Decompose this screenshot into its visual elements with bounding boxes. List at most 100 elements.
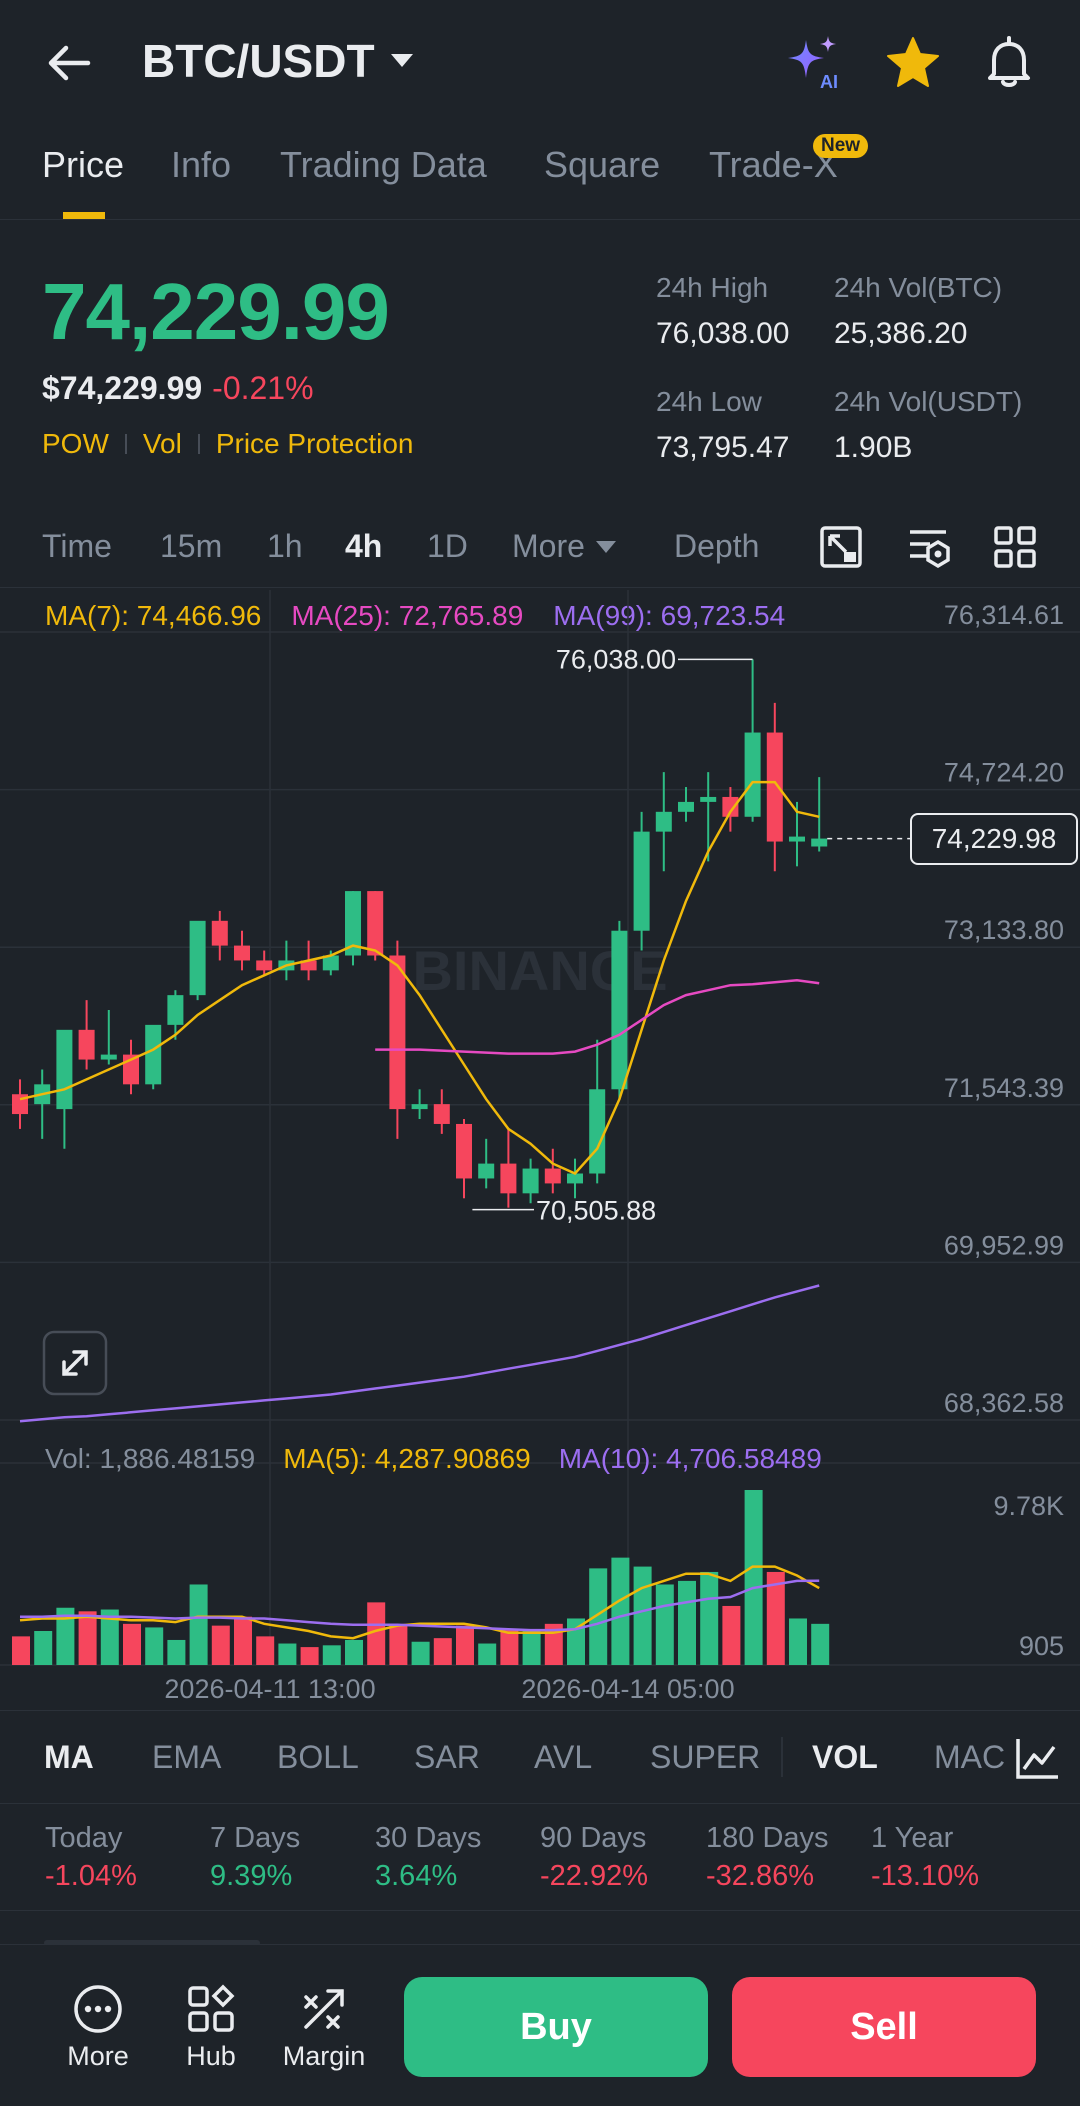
buy-button[interactable]: Buy [404,1977,708,2077]
candle-body [789,836,805,842]
ind-sar[interactable]: SAR [414,1739,480,1775]
chart-settings-icon[interactable] [818,524,864,570]
hub-icon [188,1984,235,2032]
ma99-line [19,1284,820,1423]
volume-bar [389,1625,408,1665]
tab-square[interactable]: Square [544,144,661,185]
tf-1d[interactable]: 1D [427,528,468,564]
bottom-action-bar: More Hub Margin Buy Sell [0,1944,1080,2106]
candle-body [500,1163,517,1194]
time-axis-label: 2026-04-14 05:00 [521,1674,734,1704]
candle-body [411,1104,428,1110]
ind-avl[interactable]: AVL [534,1739,593,1775]
tf-15m[interactable]: 15m [160,528,223,564]
ma-legend: MA(7): 74,466.96 MA(25): 72,765.89 MA(99… [45,600,785,632]
ind-macd[interactable]: MACI [934,1739,1004,1775]
tag-vol[interactable]: Vol [142,428,182,459]
ai-sparkle-icon[interactable]: AI [784,32,846,94]
tab-info[interactable]: Info [171,144,232,185]
axis-labels: 76,314.61 74,724.20 73,133.80 71,543.39 69,9… [164,600,1064,1704]
stat-vol-usdt-value: 1.90B [834,431,913,464]
tf-1h[interactable]: 1h [267,528,303,564]
svg-text:AI: AI [820,72,838,92]
stat-high-value: 76,038.00 [656,317,790,350]
last-price: 74,229.99 [42,267,390,356]
volume-bar [234,1616,252,1665]
main-tabs: Price Info Trading Data Square Trade-X [0,126,1080,220]
more-button[interactable]: More [43,1983,153,2072]
ind-ma[interactable]: MA [44,1739,94,1775]
volume-bar [700,1571,719,1665]
candle-body [567,1173,583,1184]
volume-bar [100,1609,119,1665]
indicator-tools-icon[interactable] [906,524,952,570]
volume-bar [478,1643,497,1665]
bell-icon[interactable] [978,32,1040,94]
sell-button[interactable]: Sell [732,1977,1036,2077]
more-label: More [67,2041,129,2071]
candle-body [367,891,384,956]
candle-body [167,995,184,1025]
grid-layout-icon[interactable] [992,524,1038,570]
usd-price: $74,229.99 [42,370,203,406]
stat-low-label: 24h Low [656,386,762,417]
volume-bar [34,1631,53,1665]
price-axis-label: 68,362.58 [944,1388,1064,1418]
tf-4h[interactable]: 4h [345,528,383,564]
tf-time[interactable]: Time [42,528,112,564]
more-dots-icon [74,1985,122,2033]
stat-low-value: 73,795.47 [656,431,790,464]
volume-bar [456,1625,474,1665]
ma25-line [375,979,820,1055]
ma25-legend: MA(25): 72,765.89 [291,600,524,631]
candle-body [633,831,650,931]
perf-label-today: Today [45,1822,123,1854]
perf-label-30d: 30 Days [375,1822,482,1854]
volume-bar [744,1490,763,1665]
ma99-legend: MA(99): 69,723.54 [553,600,786,631]
volume-bar [189,1584,208,1665]
candle-body [589,1089,606,1174]
indicator-settings-icon[interactable] [1012,1733,1062,1783]
back-arrow-icon[interactable] [44,38,94,88]
margin-button[interactable]: Margin [269,1983,379,2072]
tab-trading-data[interactable]: Trading Data [280,144,487,185]
ind-vol[interactable]: VOL [812,1739,878,1775]
header: BTC/USDT AI [0,0,1080,126]
margin-icon [304,1989,344,2029]
expand-icon[interactable] [42,1330,108,1396]
volume-bar [500,1629,519,1665]
ind-ema[interactable]: EMA [152,1739,222,1775]
volume-bar [123,1623,141,1665]
volume-bar [56,1607,75,1665]
hub-button[interactable]: Hub [156,1983,266,2072]
divider [781,1737,783,1777]
volume-legend: Vol: 1,886.48159 MA(5): 4,287.90869 MA(1… [45,1443,822,1475]
ind-super[interactable]: SUPER [650,1739,761,1775]
tag-pow[interactable]: POW [42,428,109,459]
tf-depth[interactable]: Depth [674,528,760,564]
candle-body [655,811,672,832]
pair-selector[interactable]: BTC/USDT [142,34,415,88]
volume-bar [655,1584,674,1665]
perf-label-180d: 180 Days [706,1822,829,1854]
ind-boll[interactable]: BOLL [277,1739,359,1775]
candle-body [700,796,717,802]
scroll-indicator [44,1940,260,1946]
volume-bar [433,1638,452,1665]
volume-bar [678,1580,696,1665]
star-icon[interactable] [882,32,944,94]
tag-price-protection[interactable]: Price Protection [215,428,414,459]
usd-price-line: $74,229.99 -0.21% [42,370,314,407]
perf-value-30d: 3.64% [375,1860,458,1892]
tab-price[interactable]: Price [42,144,125,185]
stat-vol-btc-value: 25,386.20 [834,317,968,350]
current-price-label: 74,229.98 [910,812,1078,865]
stat-high-label: 24h High [656,272,769,303]
candle-body [678,801,694,812]
price-chart[interactable]: BINANCE 76,314.61 74,724.20 73,133.80 71,54… [0,590,1080,1710]
tf-more[interactable]: More [512,528,617,565]
margin-label: Margin [282,2041,366,2071]
candle-body [544,1168,561,1184]
volume-bar [522,1631,541,1665]
